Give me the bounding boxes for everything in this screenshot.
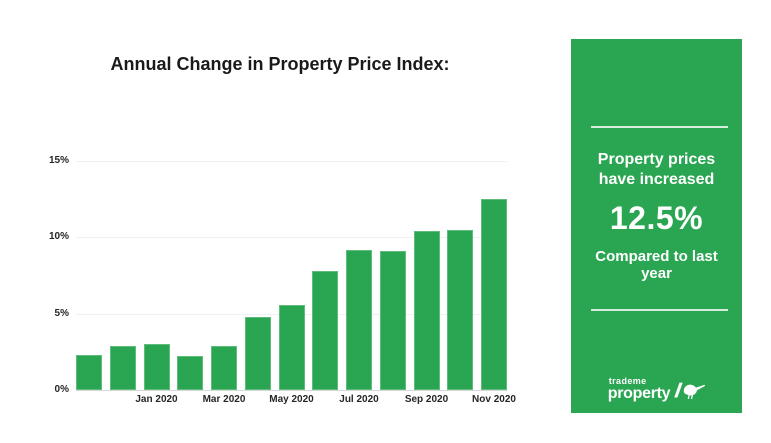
bar-jun-2020 — [312, 270, 339, 390]
y-axis-tick-label: 5% — [54, 307, 69, 319]
y-axis-tick-label: 10% — [48, 231, 69, 243]
bar-dec-2019 — [109, 345, 136, 390]
logo-brand-main: property — [607, 385, 671, 402]
kiwi-bird-icon — [674, 382, 706, 400]
bar-may-2020 — [278, 304, 305, 390]
x-axis-tick-label: May 2020 — [269, 394, 314, 405]
panel-subtext: Compared to last year — [571, 248, 742, 282]
summary-panel: Property prices have increased 12.5% Com… — [571, 39, 742, 413]
gridline — [76, 237, 507, 239]
y-axis-tick-label: 0% — [54, 384, 69, 395]
bar-feb-2020 — [177, 356, 204, 390]
x-axis-line — [76, 390, 507, 391]
panel-divider-bottom — [591, 309, 728, 311]
chart-title: Annual Change in Property Price Index: — [110, 54, 450, 74]
bar-mar-2020 — [211, 345, 237, 390]
bar-nov-2019 — [76, 354, 102, 390]
x-axis-tick-label: Mar 2020 — [202, 394, 246, 405]
x-axis-tick-label: Jan 2020 — [135, 394, 178, 405]
y-axis-tick-label: 15% — [48, 155, 69, 166]
panel-headline-line1: Property prices — [597, 151, 716, 168]
x-axis-tick-label: Nov 2020 — [472, 394, 516, 405]
trademe-property-logo: trademe property — [571, 377, 742, 402]
bar-sep-2020 — [413, 231, 440, 390]
panel-subtext-line1: Compared to last — [595, 248, 718, 265]
panel-value: 12.5% — [609, 200, 704, 236]
panel-headline-line2: have increased — [598, 171, 715, 188]
x-axis-tick-label: Sep 2020 — [404, 394, 449, 405]
bar-aug-2020 — [379, 251, 406, 390]
panel-headline: Property prices have increased — [571, 150, 742, 190]
x-axis-tick-label: Jul 2020 — [339, 394, 379, 405]
logo-brand-top: trademe — [608, 376, 647, 386]
plot-area: 0% 5% 10% 15% Jan 2020 Mar 2020 May 2020 Jul 20… — [49, 155, 516, 405]
gridline — [76, 161, 507, 162]
bar-nov-2020 — [481, 199, 507, 390]
bar-oct-2020 — [447, 229, 474, 390]
panel-subtext-line2: year — [641, 265, 672, 282]
bar-jan-2020 — [143, 344, 170, 390]
panel-divider-top — [591, 126, 728, 128]
bar-jul-2020 — [346, 249, 372, 390]
bar-apr-2020 — [244, 316, 271, 390]
